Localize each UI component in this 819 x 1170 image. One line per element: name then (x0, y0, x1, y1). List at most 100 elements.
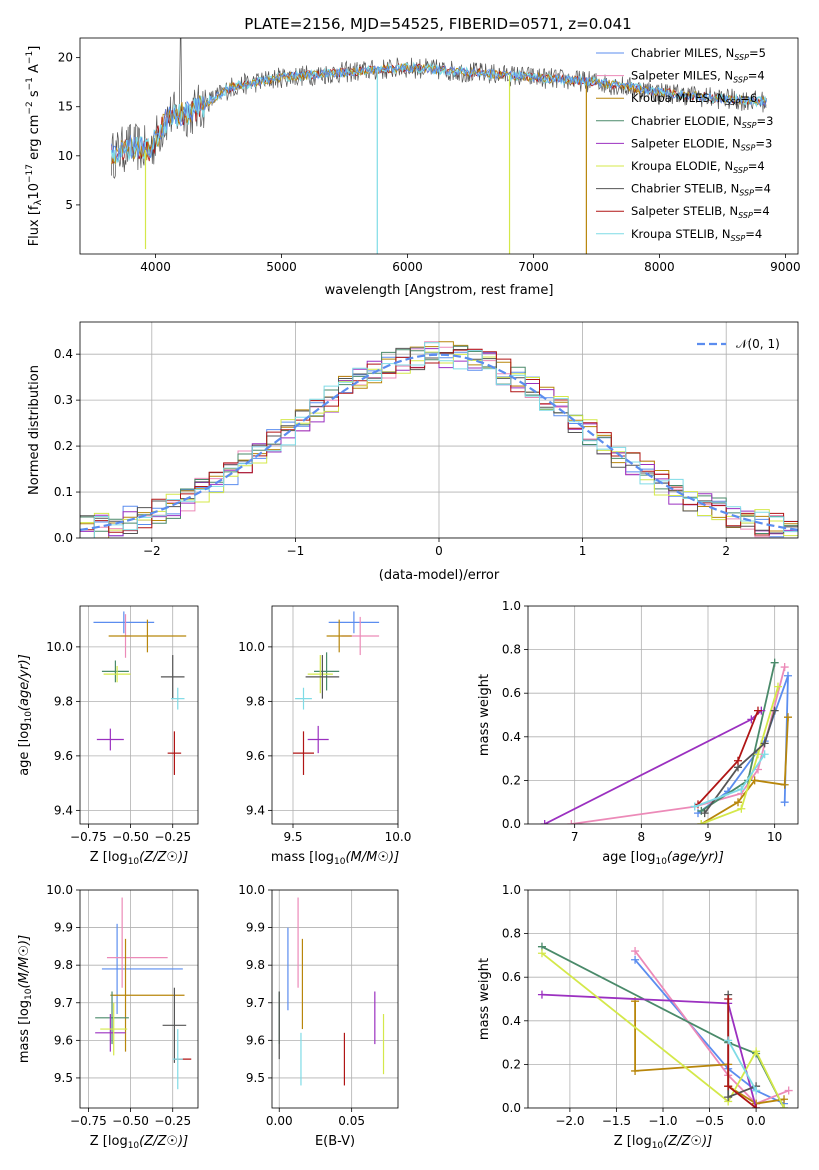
normal-reference-line (80, 353, 798, 531)
axes-frame (271, 889, 399, 1109)
weight-marker (537, 949, 546, 958)
legend-label: Kroupa MILES, NSSP=6 (631, 91, 757, 107)
weight-marker (780, 1104, 789, 1108)
x-tick-label: 6000 (392, 260, 423, 274)
y-tick-label: 5 (65, 198, 73, 212)
weight-marker (631, 1066, 640, 1075)
x-tick-label: −1.0 (648, 1114, 677, 1128)
x-tick-label: 0 (435, 544, 443, 558)
legend-label: Kroupa STELIB, NSSP=4 (631, 227, 762, 243)
weight-marker (690, 802, 699, 811)
spectrum-axes: 4000 5000 6000 7000 8000 9000 5 10 15 20 wavelengt… (25, 37, 801, 298)
weight-marker (752, 1104, 761, 1108)
legend-label: Chabrier STELIB, NSSP=4 (631, 182, 771, 198)
weight-marker (752, 1047, 761, 1056)
weight-marker (567, 820, 576, 824)
x-tick-label: −0.50 (112, 1114, 149, 1128)
mass-vs-EBV-axes: 0.00 0.05 9.5 9.6 9.7 9.8 9.9 10.0 E(B-V) (238, 883, 399, 1149)
y-tick-label: 0.4 (54, 347, 73, 361)
y-axis-label: mass [log10(M/M☉)] (17, 935, 34, 1063)
y-tick-label: 9.5 (54, 1071, 73, 1085)
x-tick-label: 7 (571, 830, 579, 844)
x-tick-label: 8000 (644, 260, 675, 274)
x-tick-label: 0.00 (266, 1114, 293, 1128)
weight-marker (784, 671, 792, 680)
y-tick-label: 0.0 (54, 531, 73, 545)
axes-frame (79, 37, 799, 255)
x-tick-label: 10.0 (385, 830, 412, 844)
weight-marker (734, 756, 742, 765)
x-tick-label: 7000 (518, 260, 549, 274)
legend-label: Salpeter ELODIE, NSSP=3 (631, 136, 772, 152)
y-tick-label: 9.7 (246, 996, 265, 1010)
weight-marker (754, 706, 762, 715)
y-tick-label: 10.0 (238, 640, 265, 654)
y-tick-label: 20 (58, 51, 73, 65)
weight-marker (770, 658, 779, 667)
weight-vs-age-axes: 7 8 9 10 0.0 0.2 0.4 0.6 0.8 1.0 age [log10(age/yr… (477, 599, 799, 867)
x-tick-label: 8 (638, 830, 646, 844)
spectrum-observed-line (111, 38, 767, 179)
weight-marker (724, 1082, 733, 1091)
y-axis-label: Flux [fλ10−17 erg cm−2 s−1 A−1] (25, 46, 44, 247)
x-axis-label: Z [log10(Z/Z☉)] (90, 1134, 188, 1151)
x-tick-label: −2 (143, 544, 161, 558)
weight-marker (760, 739, 769, 748)
legend-label: Salpeter STELIB, NSSP=4 (631, 204, 770, 220)
x-tick-label: −1.5 (602, 1114, 631, 1128)
weight-marker (760, 750, 769, 759)
y-tick-label: 9.6 (54, 1033, 73, 1047)
x-tick-label: −2.0 (555, 1114, 584, 1128)
histogram-step-line (80, 342, 798, 538)
y-tick-label: 1.0 (502, 883, 521, 897)
y-tick-label: 0.0 (502, 1101, 521, 1115)
y-tick-label: 0.6 (502, 686, 521, 700)
y-tick-label: 9.8 (246, 958, 265, 972)
y-tick-label: 9.8 (246, 694, 265, 708)
y-tick-label: 0.4 (502, 730, 521, 744)
weight-marker (780, 1095, 789, 1104)
weight-marker (724, 1093, 733, 1102)
x-tick-label: −1 (287, 544, 305, 558)
x-tick-label: −0.75 (70, 1114, 107, 1128)
weight-marker (697, 820, 706, 824)
weight-marker (750, 776, 759, 785)
x-tick-label: 2 (722, 544, 730, 558)
y-tick-label: 9.6 (246, 1033, 265, 1047)
weight-marker (780, 663, 789, 672)
weight-marker (700, 809, 709, 818)
weight-series-line (700, 686, 779, 824)
weight-marker (724, 995, 733, 1003)
spectrum-legend: Chabrier MILES, NSSP=5 Salpeter MILES, NS… (596, 46, 773, 243)
weight-marker (737, 785, 746, 794)
y-tick-label: 0.0 (502, 817, 521, 831)
y-tick-label: 0.8 (502, 927, 521, 941)
figure-title: PLATE=2156, MJD=54525, FIBERID=0571, z=0… (244, 15, 631, 33)
y-tick-label: 10.0 (46, 640, 73, 654)
y-tick-label: 9.4 (246, 803, 265, 817)
y-axis-label: mass weight (477, 958, 492, 1040)
y-tick-label: 0.3 (54, 393, 73, 407)
weight-marker (724, 1036, 733, 1045)
x-tick-label: 4000 (140, 260, 171, 274)
x-tick-label: 0.0 (747, 1114, 766, 1128)
weight-series-line (703, 710, 776, 814)
weight-marker (537, 990, 546, 999)
y-tick-label: 9.7 (54, 996, 73, 1010)
x-tick-label: 1 (579, 544, 587, 558)
y-tick-label: 9.9 (246, 921, 265, 935)
x-axis-label: wavelength [Angstrom, rest frame] (325, 283, 554, 298)
legend-label: Kroupa ELODIE, NSSP=4 (631, 159, 765, 175)
y-tick-label: 10 (58, 149, 73, 163)
y-tick-label: 9.8 (54, 958, 73, 972)
axes-frame (527, 889, 799, 1109)
x-axis-label: (data-model)/error (379, 568, 500, 583)
mass-vs-Z-axes: −0.75 −0.50 −0.25 9.5 9.6 9.7 9.8 9.9 10.0 Z [log… (17, 883, 199, 1151)
y-tick-label: 9.5 (246, 1071, 265, 1085)
legend-label: 𝒩(0, 1) (736, 337, 780, 351)
x-axis-label: mass [log10(M/M☉)] (271, 850, 399, 867)
x-tick-label: 5000 (266, 260, 297, 274)
weight-marker (780, 780, 789, 789)
y-tick-label: 9.9 (54, 921, 73, 935)
